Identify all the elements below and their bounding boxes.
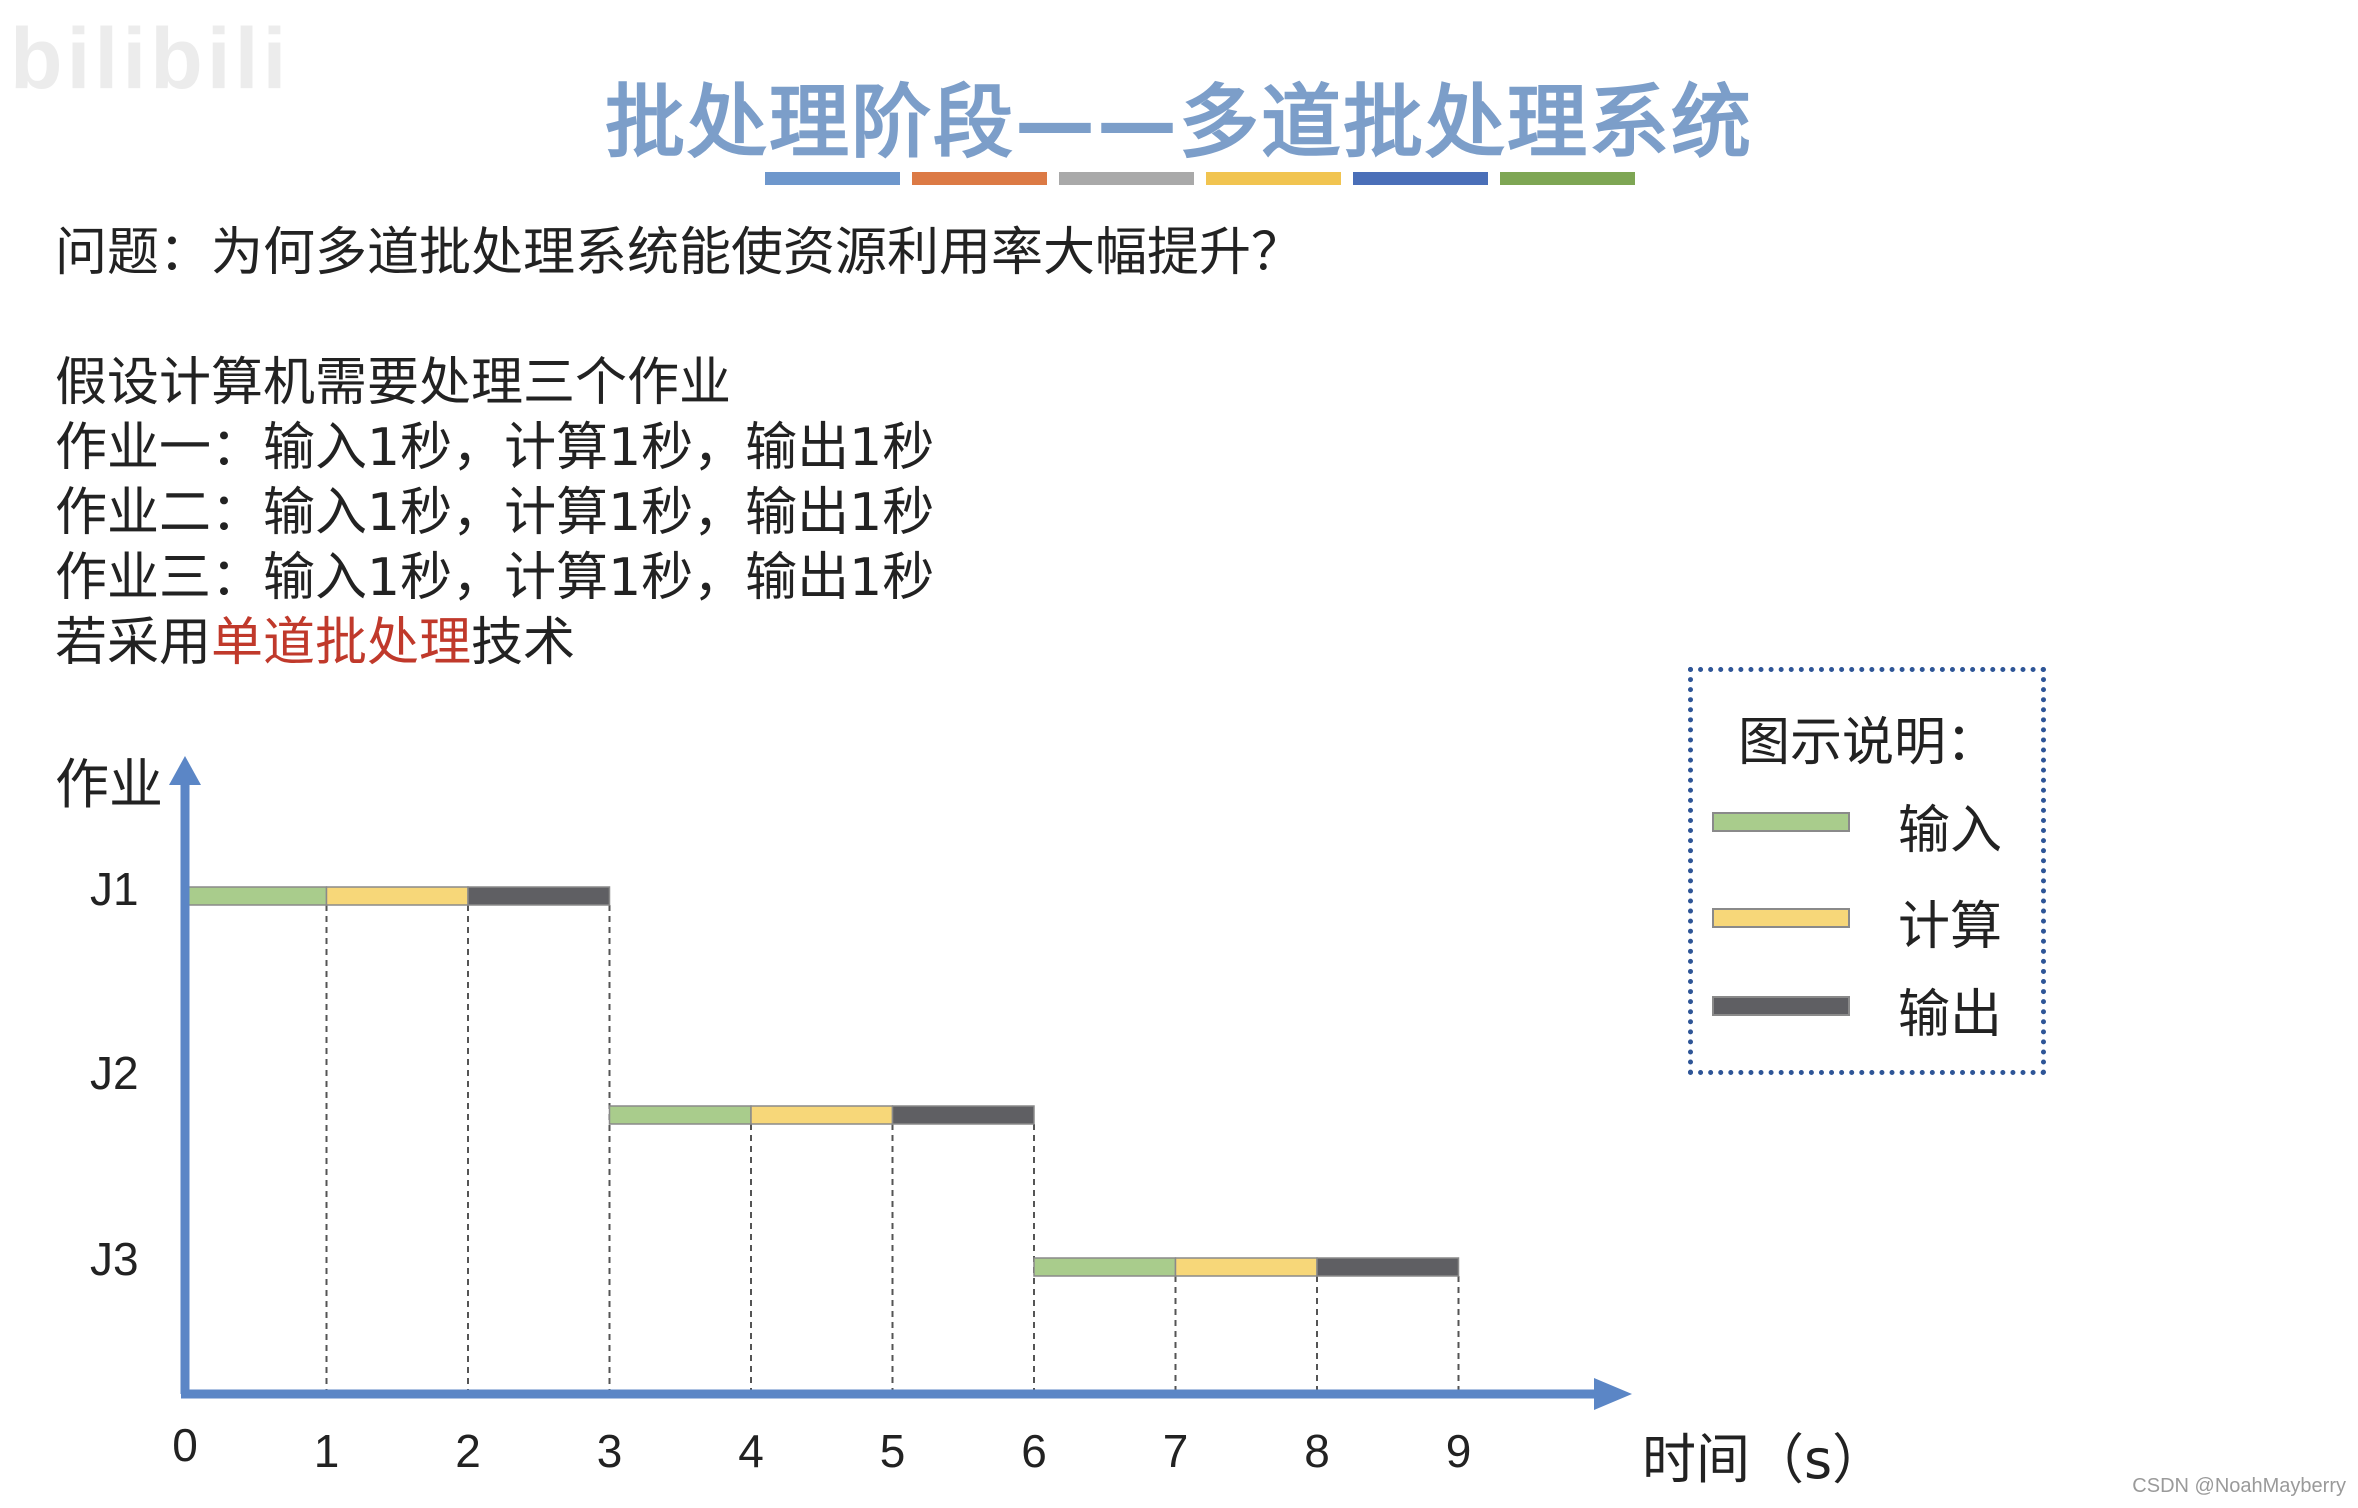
x-tick-9: 9 — [1445, 1425, 1472, 1477]
y-axis-label: 作业 — [55, 753, 163, 816]
title-bar-3 — [1059, 172, 1194, 185]
bar-j1-2-3 — [467, 886, 611, 906]
x-tick-0: 0 — [172, 1419, 198, 1471]
bar-j2-4-5 — [750, 1105, 894, 1125]
legend-swatch-output — [1712, 996, 1850, 1016]
x-tick-5: 5 — [879, 1425, 906, 1477]
x-tick-8: 8 — [1304, 1425, 1330, 1477]
title-bar-5 — [1353, 172, 1488, 185]
y-axis-arrowhead — [169, 756, 201, 785]
bar-j1-0-1 — [184, 886, 328, 906]
x-tick-1: 1 — [313, 1425, 340, 1477]
method-prefix: 若采用 — [55, 613, 212, 673]
bilibili-watermark: bilibili — [10, 11, 291, 107]
job-label-j2: J2 — [90, 1047, 139, 1099]
legend-label-input: 输入 — [1898, 801, 2003, 861]
title-bar-1 — [765, 172, 900, 185]
job-label-j3: J3 — [90, 1233, 139, 1285]
method-text: 若采用单道批处理技术 — [55, 600, 575, 675]
x-tick-6: 6 — [1021, 1425, 1047, 1477]
method-suffix: 技术 — [471, 613, 576, 673]
bar-j2-3-4 — [608, 1105, 752, 1125]
question-text: 问题：为何多道批处理系统能使资源利用率大幅提升？ — [55, 223, 1304, 283]
x-tick-2: 2 — [455, 1425, 481, 1477]
method-highlight: 单道批处理 — [211, 613, 472, 673]
legend-label-output: 输出 — [1898, 985, 2003, 1045]
job-3-desc: 作业三：输入1秒，计算1秒，输出1秒 — [55, 548, 935, 608]
x-tick-7: 7 — [1162, 1425, 1189, 1477]
legend-box — [1688, 667, 2046, 1075]
job-label-j1: J1 — [90, 863, 139, 915]
assumption-text: 假设计算机需要处理三个作业 — [55, 353, 732, 413]
title-bar-2 — [912, 172, 1047, 185]
legend-label-compute: 计算 — [1898, 897, 2003, 957]
x-tick-4: 4 — [738, 1425, 764, 1477]
bar-j1-1-2 — [325, 886, 469, 906]
bar-j3-7-8 — [1174, 1257, 1318, 1277]
slide-title: 批处理阶段——多道批处理系统 — [605, 76, 1753, 169]
bar-j2-5-6 — [891, 1105, 1035, 1125]
bar-j3-6-7 — [1033, 1257, 1177, 1277]
bar-j3-8-9 — [1316, 1257, 1460, 1277]
title-bar-4 — [1206, 172, 1341, 185]
x-axis-arrowhead — [1594, 1378, 1632, 1410]
x-axis-label: 时间（s） — [1642, 1428, 1887, 1491]
x-tick-3: 3 — [596, 1425, 623, 1477]
legend-swatch-input — [1712, 812, 1850, 832]
legend-title: 图示说明： — [1738, 713, 1999, 773]
title-color-bars — [765, 172, 1635, 185]
job-1-desc: 作业一：输入1秒，计算1秒，输出1秒 — [55, 418, 935, 478]
legend-swatch-compute — [1712, 908, 1850, 928]
job-2-desc: 作业二：输入1秒，计算1秒，输出1秒 — [55, 483, 935, 543]
csdn-credit: CSDN @NoahMayberry — [2132, 1475, 2346, 1497]
title-bar-6 — [1500, 172, 1635, 185]
